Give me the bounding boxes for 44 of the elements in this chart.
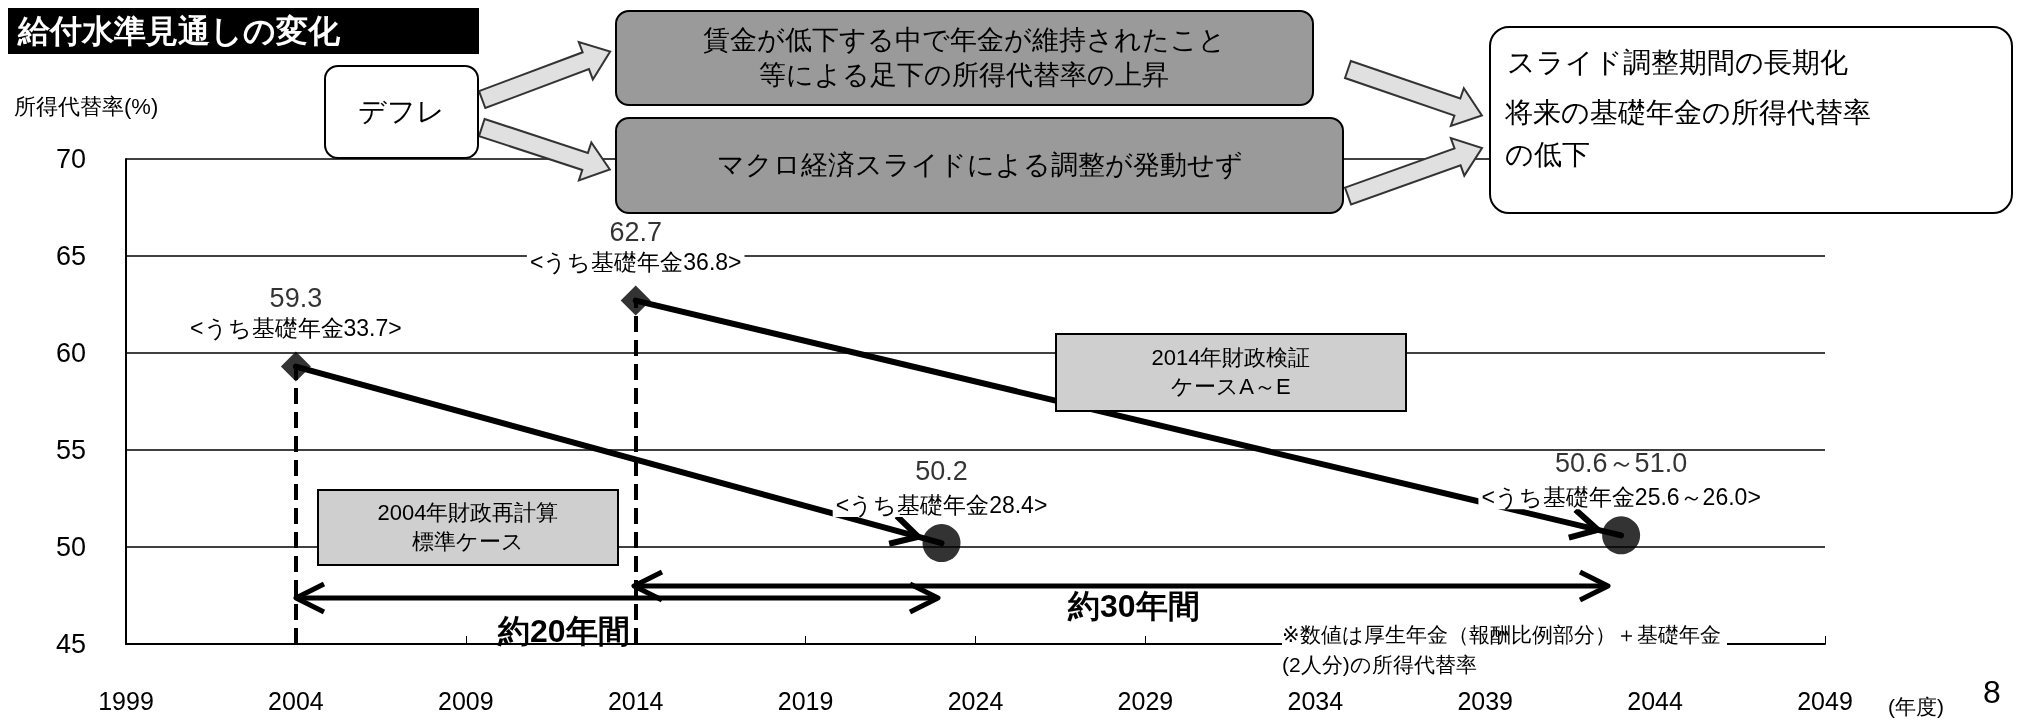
chart-title: 給付水準見通しの変化 [17, 13, 341, 49]
x-tick-label: 2009 [437, 686, 494, 715]
annotation: <うち基礎年金36.8> [529, 249, 742, 276]
y-tick-label: 45 [55, 629, 86, 659]
x-tick-label: 2044 [1627, 686, 1683, 715]
annotation: ※数値は厚生年金（報酬比例部分）＋基礎年金(2人分)の所得代替率 [1282, 620, 1728, 680]
y-tick-label: 50 [55, 532, 86, 562]
y-tick-label: 65 [55, 241, 86, 271]
x-tick-label: 2034 [1287, 686, 1344, 715]
annotation: 2004年財政再計算標準ケース [376, 498, 560, 556]
data-label: 50.6～51.0 [1555, 447, 1688, 478]
y-tick-label: 55 [55, 435, 86, 465]
point [280, 351, 311, 382]
data-label: 50.2 [915, 455, 968, 486]
y-tick-label: 60 [55, 338, 86, 368]
data-label: 62.7 [609, 217, 662, 248]
annotation: <うち基礎年金25.6～26.0> [1481, 483, 1761, 510]
annotation: 将来の基礎年金の所得代替率の低下 [1505, 96, 1872, 172]
x-tick-label: 2019 [777, 686, 834, 715]
annotation: マクロ経済スライドによる調整が発動せず [716, 148, 1243, 182]
x-axis-title: (年度) [1888, 694, 1944, 720]
data-label: 59.3 [269, 283, 323, 314]
annotation: 約30年間 [1068, 587, 1200, 626]
annotation: <うち基礎年金33.7> [190, 315, 402, 342]
x-tick-label: 1999 [98, 686, 154, 715]
point [620, 285, 651, 316]
x-tick-label: 2024 [947, 686, 1004, 715]
text: 8 [1983, 673, 2001, 712]
x-tick-label: 2029 [1117, 686, 1174, 715]
y-axis-title: 所得代替率(%) [14, 93, 159, 119]
y-tick-label: 70 [55, 144, 86, 174]
x-tick-label: 2004 [268, 686, 324, 715]
text-box: デフレ [324, 65, 479, 159]
x-tick-label: 2039 [1457, 686, 1514, 715]
annotation: 2014年財政検証ケースA～E [1150, 343, 1312, 401]
point [922, 524, 961, 563]
x-tick-label: 2014 [607, 686, 664, 715]
text-box: 2014年財政検証ケースA～E [1055, 333, 1407, 412]
text-box: 賃金が低下する中で年金が維持されたこと等による足下の所得代替率の上昇 [615, 10, 1314, 106]
text-box: マクロ経済スライドによる調整が発動せず [615, 117, 1344, 214]
annotation: <うち基礎年金28.4> [835, 491, 1048, 518]
point [1602, 516, 1641, 555]
text-box: 2004年財政再計算標準ケース [317, 489, 619, 566]
x-tick-label: 2049 [1797, 686, 1853, 715]
